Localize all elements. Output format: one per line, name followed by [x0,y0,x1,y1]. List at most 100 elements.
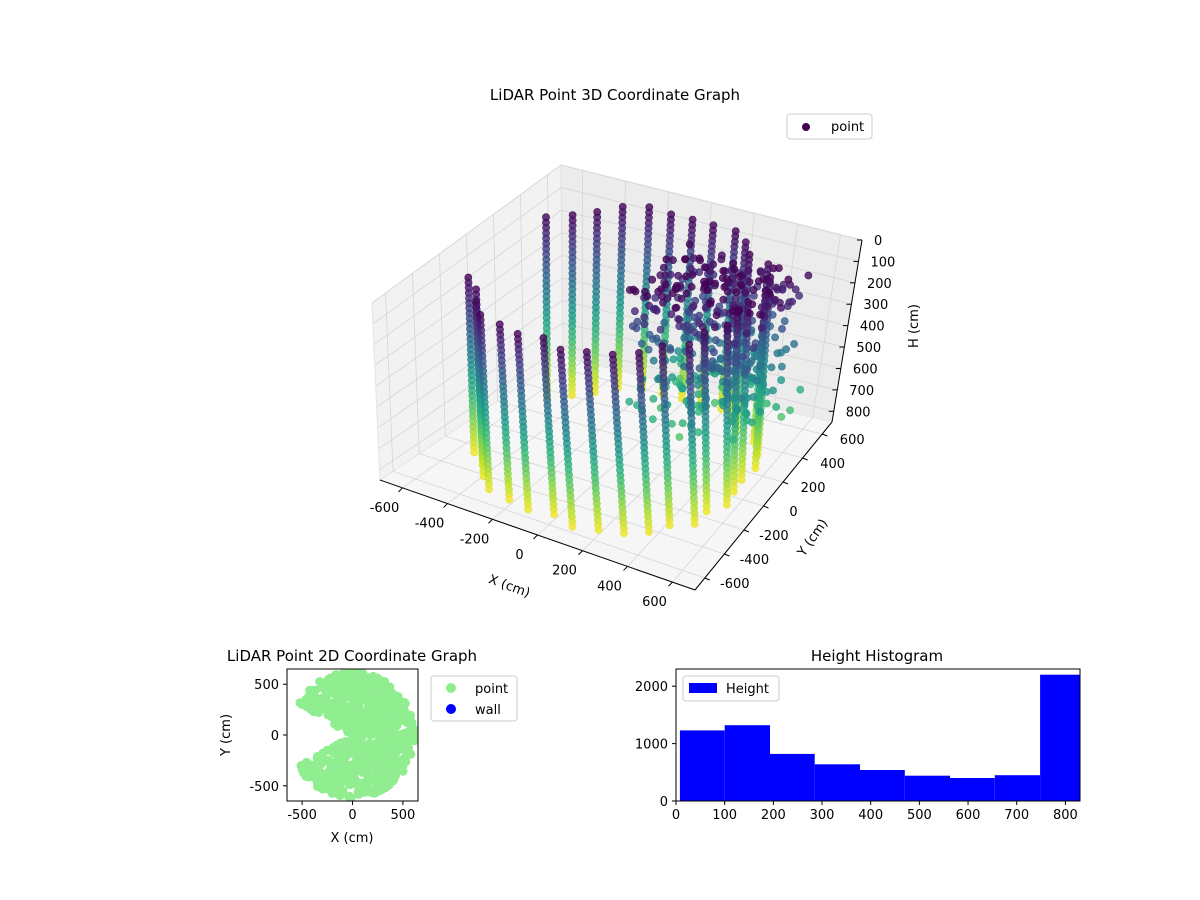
point-2d [374,733,384,743]
histogram-bar [950,778,995,801]
point-3d [796,385,805,394]
point-2d [368,753,378,763]
x-tick-label-2d: -500 [287,808,317,823]
x-tick-label-hist: 600 [956,808,981,823]
point-2d [377,700,387,710]
point-2d [360,684,370,694]
point-3d [719,295,728,304]
point-3d [703,286,712,295]
x-tick-mark-3d [533,534,538,540]
point-3d [783,302,792,310]
x-tick-label-3d: 600 [642,595,667,610]
point-3d [505,495,514,504]
point-3d [780,317,789,325]
point-3d [659,298,667,307]
x-tick-label-hist: 200 [761,808,786,823]
point-3d [756,310,764,319]
point-2d [401,745,411,755]
point-2d [399,697,409,707]
z-tick-label-3d: 200 [867,277,892,292]
point-3d [706,317,714,326]
point-3d [777,303,785,312]
point-3d [652,334,661,343]
point-3d [648,415,657,424]
y-axis-label-3d: Y (cm) [794,516,831,560]
grid-line-x [402,170,583,489]
point-3d [654,287,663,296]
point-3d [640,313,649,322]
x-tick-label-hist: 500 [907,808,932,823]
point-2d [347,700,357,709]
x-tick-mark-3d [488,518,493,524]
x-tick-mark-3d [443,503,448,508]
point-3d [676,354,685,363]
point-3d [659,263,668,272]
point-2d [297,765,307,775]
point-2d [336,670,346,679]
x-axis-label-3d: X (cm) [486,572,532,601]
points-3d-layer [464,202,813,538]
point-3d [749,285,758,294]
point-2d [340,748,350,758]
point-3d [640,320,649,329]
point-2d [344,792,354,801]
point-3d [778,324,786,333]
point-2d [335,712,345,722]
point-2d [318,682,327,692]
point-2d [371,776,381,786]
point-2d [351,669,361,677]
point-3d [631,307,639,316]
point-2d [387,726,397,736]
point-3d [773,349,782,358]
point-3d [662,255,671,264]
legend-2d-point-label: point [475,682,508,697]
legend-3d-box [786,113,873,140]
point-3d [730,265,739,273]
point-2d [405,719,415,729]
grid-line-z [374,232,852,366]
point-3d [728,307,737,315]
scatter-2d-panel: LiDAR Point 2D Coordinate Graph -500 0 500… [219,647,518,846]
grid-line-y [385,293,705,579]
point-3d [668,289,677,297]
legend-hist-label: Height [726,682,769,697]
point-3d [741,289,750,297]
point-3d [628,322,637,330]
chart-2d-title: LiDAR Point 2D Coordinate Graph [227,647,477,665]
point-3d [681,255,689,263]
x-tick-label-2d: 500 [390,808,415,823]
point-3d [710,348,718,357]
point-2d [387,718,397,728]
point-3d [666,345,675,354]
point-2d [343,727,353,737]
point-2d [344,769,354,779]
x-tick-mark-3d [578,550,583,556]
x-tick-mark-3d [398,487,403,493]
y-tick-label-3d: 200 [801,481,826,496]
point-3d [660,318,669,327]
y-tick-label-3d: 400 [820,457,845,472]
point-3d [712,311,721,320]
point-3d [777,376,786,384]
z-axis-line-3d [831,239,863,423]
point-3d [702,507,711,516]
point-3d [699,292,707,301]
point-3d [752,376,761,385]
x-tick-label-hist: 300 [810,808,835,823]
point-2d [338,703,347,713]
x-tick-mark-3d [623,566,628,571]
point-3d [690,520,699,528]
histogram-panel: Height Histogram 0 100 200 300 400 500 600 700 8… [635,647,1081,823]
point-3d [790,340,798,348]
point-3d [645,330,654,339]
x-tick-label-2d: 0 [348,808,356,823]
grid-line-z [371,164,863,304]
y-tick-label-3d: -200 [759,529,789,544]
legend-hist: Height [682,675,780,702]
y-tick-mark-3d [743,529,750,533]
point-2d [389,690,399,700]
histogram-bars [679,674,1080,801]
point-3d [777,412,786,421]
legend-hist-swatch [689,683,717,693]
